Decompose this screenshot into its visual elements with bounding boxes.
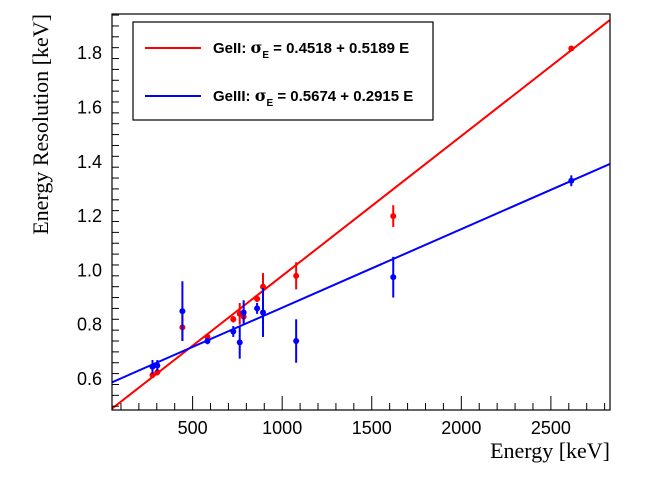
geii-data-point (260, 283, 267, 290)
geiii-data-point (236, 339, 243, 346)
geiii-legend-formula: = 0.5674 + 0.2915 E (273, 88, 413, 105)
geiii-data-point (240, 309, 247, 316)
y-tick-label: 1.4 (77, 152, 102, 172)
geii-data-point (293, 272, 300, 279)
x-axis-title: Energy [keV] (490, 438, 610, 463)
geii-legend-subscript: E (262, 50, 269, 61)
geiii-fit-line (112, 163, 610, 384)
geii-data-point (230, 316, 237, 323)
geii-data-point (154, 369, 161, 376)
plot-frame (111, 13, 611, 411)
geiii-data-point (179, 308, 186, 315)
y-axis-title: Energy Resolution [keV] (28, 14, 53, 235)
geii-legend-sigma: σ (251, 38, 263, 57)
geii-data-point (254, 295, 261, 302)
geii-data-point (568, 45, 575, 52)
y-tick-label: 1.6 (77, 97, 102, 117)
y-tick-label: 1.8 (77, 43, 102, 63)
geii-data-point (149, 371, 156, 378)
geiii-legend-sigma: σ (255, 86, 267, 105)
x-tick-label: 1500 (352, 418, 392, 438)
geiii-legend-subscript: E (266, 98, 273, 109)
geiii-data-point (568, 177, 575, 184)
geiii-data-point (293, 338, 300, 345)
geii-fit-line (112, 19, 610, 410)
geiii-legend-name: GeIII: (213, 88, 255, 105)
geii-legend-name: GeII: (213, 40, 251, 57)
plot-area (112, 19, 610, 410)
geiii-legend-label: GeIII: σE = 0.5674 + 0.2915 E (213, 86, 413, 109)
legend-box (132, 21, 434, 121)
y-tick-label: 1.2 (77, 206, 102, 226)
y-tick-label: 0.6 (77, 369, 102, 389)
geiii-data-point (390, 274, 397, 281)
y-tick-label: 0.8 (77, 315, 102, 335)
geiii-data-point (230, 328, 237, 335)
geiii-data-point (149, 363, 156, 370)
geiii-data-point (204, 338, 211, 345)
geiii-data-point (154, 362, 161, 369)
x-tick-label: 2500 (531, 418, 571, 438)
geii-data-point (390, 213, 397, 220)
geiii-data-point (254, 305, 261, 312)
axes: 500 1000 1500 2000 2500 0.6 0.8 1.0 1.2 1.4 1.6 1.8… (28, 13, 611, 463)
x-tick-label: 500 (178, 418, 208, 438)
x-tick-label: 2000 (441, 418, 481, 438)
geiii-data-point (260, 309, 267, 316)
geii-legend-label: GeII: σE = 0.4518 + 0.5189 E (213, 38, 409, 61)
y-tick-label: 1.0 (77, 260, 102, 280)
geii-legend-formula: = 0.4518 + 0.5189 E (269, 40, 409, 57)
x-tick-label: 1000 (262, 418, 302, 438)
